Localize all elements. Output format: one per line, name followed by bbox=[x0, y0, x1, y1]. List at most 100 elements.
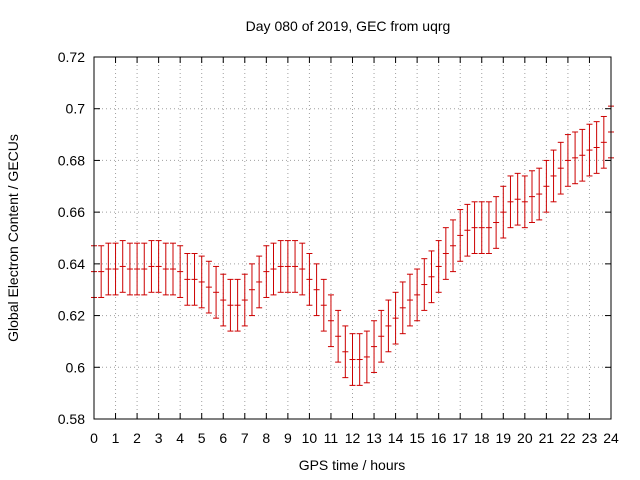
error-bar-point bbox=[500, 185, 507, 239]
error-bar-point bbox=[105, 242, 112, 296]
error-bar-point bbox=[169, 242, 176, 296]
error-bar-point bbox=[428, 250, 435, 304]
x-tick-label: 9 bbox=[284, 430, 292, 446]
error-bar-point bbox=[536, 167, 543, 221]
error-bar-point bbox=[191, 253, 198, 306]
error-bar-point bbox=[299, 242, 306, 296]
error-bar-point bbox=[385, 299, 392, 353]
y-tick-label: 0.6 bbox=[66, 359, 86, 375]
error-bar-point bbox=[198, 255, 205, 309]
error-bar-point bbox=[313, 263, 320, 317]
error-bar-point bbox=[450, 219, 457, 273]
x-tick-label: 13 bbox=[366, 430, 382, 446]
error-bar-point bbox=[371, 320, 378, 373]
error-bar-point bbox=[148, 240, 155, 293]
error-bar-point bbox=[227, 278, 234, 332]
error-bar-point bbox=[471, 201, 478, 255]
x-axis-label: GPS time / hours bbox=[299, 457, 406, 473]
error-bar-point bbox=[406, 273, 413, 327]
error-bar-point bbox=[141, 242, 148, 296]
error-bar-point bbox=[514, 172, 521, 226]
error-bar-point bbox=[256, 255, 263, 309]
error-bar-point bbox=[507, 175, 514, 229]
x-tick-label: 19 bbox=[496, 430, 512, 446]
error-bar-point bbox=[112, 242, 119, 296]
y-tick-label: 0.66 bbox=[58, 204, 85, 220]
chart-title: Day 080 of 2019, GEC from uqrg bbox=[246, 18, 451, 34]
y-tick-label: 0.64 bbox=[58, 256, 85, 272]
y-tick-label: 0.58 bbox=[58, 411, 85, 427]
error-bar-point bbox=[485, 201, 492, 255]
x-tick-label: 21 bbox=[539, 430, 555, 446]
axis-ticks: 0.580.60.620.640.660.680.70.720 1 2 3 4 5 6 7 8 9… bbox=[58, 49, 619, 446]
error-bar-point bbox=[335, 309, 342, 363]
error-bar-point bbox=[205, 260, 212, 314]
error-bar-point bbox=[277, 240, 284, 293]
x-tick-label: 14 bbox=[388, 430, 404, 446]
error-bar-point bbox=[521, 175, 528, 229]
error-bar-point bbox=[155, 240, 162, 293]
x-tick-label: 11 bbox=[324, 430, 339, 446]
error-bar-point bbox=[421, 258, 428, 311]
x-tick-label: 6 bbox=[219, 430, 227, 446]
error-bar-point bbox=[529, 170, 536, 223]
error-bar-point bbox=[414, 268, 421, 322]
error-bar-point bbox=[263, 245, 270, 298]
error-bar-point bbox=[564, 134, 571, 187]
y-tick-label: 0.68 bbox=[58, 152, 85, 168]
error-bar-point bbox=[292, 240, 299, 293]
error-bar-point bbox=[119, 240, 126, 293]
error-bar-point bbox=[184, 253, 191, 306]
error-bar-point bbox=[241, 273, 248, 327]
y-tick-label: 0.7 bbox=[66, 101, 86, 117]
error-bar-point bbox=[234, 278, 241, 332]
error-bar-point bbox=[162, 242, 169, 296]
error-bar-point bbox=[356, 333, 363, 386]
error-bar-point bbox=[213, 265, 220, 319]
error-bar-point bbox=[435, 240, 442, 293]
error-bar-point bbox=[220, 273, 227, 327]
error-bar-point bbox=[392, 291, 399, 345]
error-bar-point bbox=[363, 330, 370, 384]
error-bar-point bbox=[320, 278, 327, 332]
x-tick-label: 7 bbox=[241, 430, 249, 446]
error-bar-point bbox=[464, 203, 471, 257]
error-bar-point bbox=[572, 131, 579, 185]
x-tick-label: 5 bbox=[198, 430, 206, 446]
x-tick-label: 18 bbox=[474, 430, 490, 446]
x-tick-label: 3 bbox=[155, 430, 163, 446]
error-bar-point bbox=[442, 227, 449, 280]
x-tick-label: 16 bbox=[431, 430, 447, 446]
x-tick-label: 4 bbox=[176, 430, 184, 446]
error-bar-point bbox=[134, 242, 141, 296]
error-bar-point bbox=[493, 196, 500, 249]
x-tick-label: 20 bbox=[517, 430, 533, 446]
error-bar-point bbox=[378, 309, 385, 363]
x-tick-label: 1 bbox=[112, 430, 120, 446]
error-bar-point bbox=[557, 141, 564, 195]
series-errorbars bbox=[91, 105, 614, 386]
x-tick-label: 24 bbox=[603, 430, 619, 446]
y-tick-label: 0.72 bbox=[58, 49, 85, 65]
error-bar-point bbox=[248, 263, 255, 317]
error-bar-point bbox=[600, 115, 607, 169]
error-bar-point bbox=[586, 123, 593, 177]
y-axis-label: Global Electron Content / GECUs bbox=[5, 134, 21, 342]
error-bar-point bbox=[543, 159, 550, 213]
error-bar-point bbox=[550, 149, 557, 203]
x-tick-label: 0 bbox=[90, 430, 98, 446]
error-bar-point bbox=[177, 245, 184, 298]
error-bar-point bbox=[306, 253, 313, 306]
error-bar-point bbox=[126, 242, 133, 296]
error-bar-point bbox=[349, 333, 356, 386]
error-bar-point bbox=[579, 128, 586, 182]
error-bar-point bbox=[342, 325, 349, 379]
error-bar-point bbox=[457, 209, 464, 262]
x-tick-label: 17 bbox=[452, 430, 468, 446]
x-tick-label: 23 bbox=[582, 430, 598, 446]
error-bar-point bbox=[593, 121, 600, 174]
x-tick-label: 2 bbox=[133, 430, 141, 446]
x-tick-label: 8 bbox=[262, 430, 270, 446]
x-tick-label: 15 bbox=[409, 430, 425, 446]
x-tick-label: 22 bbox=[560, 430, 576, 446]
